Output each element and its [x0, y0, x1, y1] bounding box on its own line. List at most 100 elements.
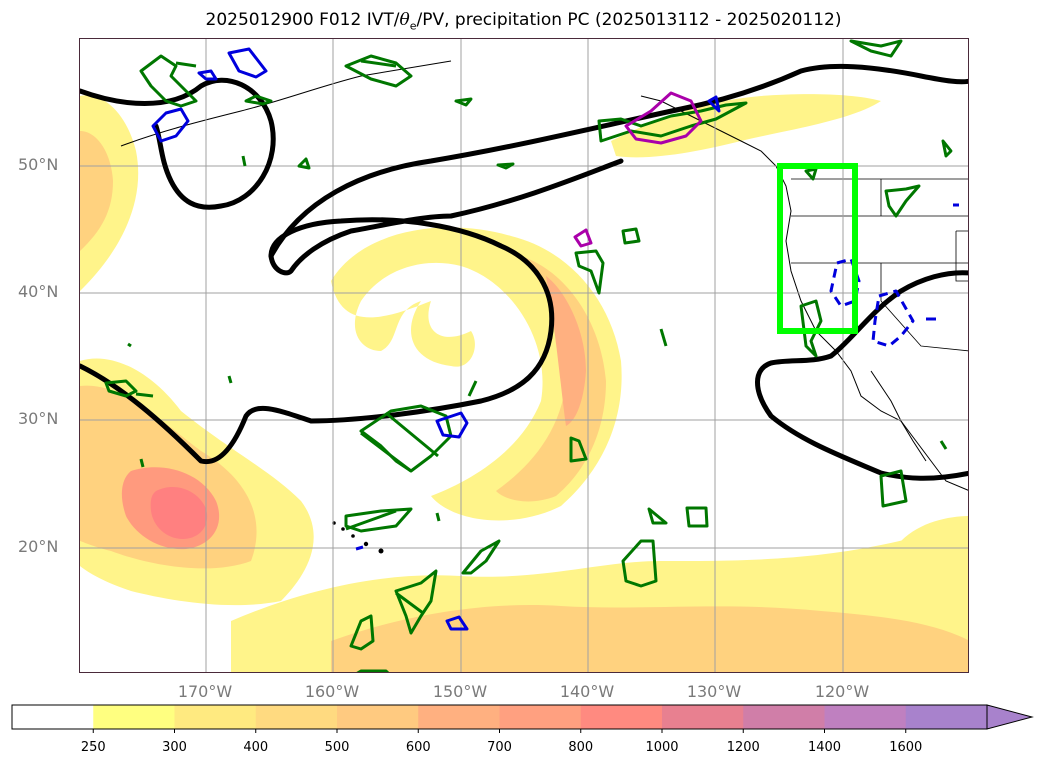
theta-e-contour [496, 162, 515, 170]
pv-contours [80, 63, 968, 481]
theta-e-positive-contours [104, 39, 953, 672]
lon-label-170w: 170°W [177, 682, 233, 701]
precip-pc-contour [573, 228, 593, 248]
colorbar-tick-label: 250 [80, 740, 106, 755]
colorbar-extend-arrow [986, 704, 1034, 730]
theta-e-contour [135, 392, 154, 398]
ivt-plume-southwest-max [150, 487, 208, 539]
coastline-alaska-chain [120, 60, 452, 147]
theta-e-neg-contour [435, 411, 469, 439]
pv-contour-north [80, 77, 276, 210]
theta-e-neg-contour [197, 69, 218, 81]
theta-e-contour [345, 509, 397, 531]
theta-e-neg-contour-dashed [829, 257, 861, 308]
state-borders [791, 178, 968, 352]
chart-title: 2025012900 F012 IVT/θe/PV, precipitation… [0, 10, 1047, 32]
colorbar-tick-label: 1400 [807, 740, 842, 755]
theta-e-neg-contour-dashed [871, 289, 915, 348]
theta-e-contour [574, 249, 605, 295]
colorbar-tick-label: 500 [324, 740, 350, 755]
colorbar-tick-label: 800 [568, 740, 594, 755]
title-theta: θ [399, 10, 410, 30]
colorbar-segment [337, 705, 419, 729]
colorbar-segment [93, 705, 175, 729]
theta-e-contour [356, 669, 390, 672]
ivt-plume-east [901, 516, 968, 563]
theta-e-contour [227, 375, 233, 384]
theta-e-contour [621, 539, 658, 588]
colorbar-segment [824, 705, 907, 729]
theta-e-neg-contour [227, 47, 268, 79]
lat-label-40n: 40°N [18, 282, 59, 301]
lon-label-140w: 140°W [559, 682, 615, 701]
theta-e-contour [139, 458, 145, 468]
colorbar-segments [12, 705, 988, 729]
theta-e-contour [941, 139, 953, 158]
map-canvas [80, 39, 968, 672]
theta-e-neg-contour [707, 95, 721, 113]
theta-e-contour [394, 569, 438, 635]
lat-label-20n: 20°N [18, 537, 59, 556]
colorbar-segment [12, 705, 94, 729]
title-theta-subscript: e [409, 19, 417, 33]
theta-e-contour [569, 436, 588, 463]
lon-label-150w: 150°W [432, 682, 488, 701]
map-frame [79, 38, 969, 673]
theta-e-neg-contour [445, 615, 469, 631]
theta-e-neg-contour [151, 107, 190, 143]
coastline-north-america [640, 95, 968, 491]
theta-e-negative-contours [151, 47, 959, 631]
theta-e-contour [175, 61, 197, 68]
theta-e-contour [297, 157, 311, 170]
theta-e-contour [804, 167, 818, 181]
colorbar-segment [905, 705, 988, 729]
theta-e-contour [467, 380, 478, 397]
precip-pc-contour [624, 91, 703, 145]
theta-e-contour [799, 299, 823, 358]
region-box [777, 163, 858, 334]
lon-label-130w: 130°W [686, 682, 742, 701]
pv-contour-northeast [268, 63, 968, 259]
colorbar-tick-label: 700 [487, 740, 512, 755]
colorbar-segment [499, 705, 582, 729]
theta-e-contour [939, 440, 948, 450]
theta-e-contour [621, 227, 641, 245]
gridlines [80, 39, 968, 672]
theta-e-contour [139, 54, 198, 108]
theta-e-contour [395, 591, 424, 615]
theta-e-contour [849, 39, 903, 58]
ivt-plume-west-mid [80, 131, 113, 251]
colorbar-tick-label: 400 [243, 740, 269, 755]
colorbar-segment [580, 705, 663, 729]
title-prefix: 2025012900 F012 IVT/ [205, 10, 400, 30]
theta-e-contour [685, 506, 709, 528]
theta-e-contour [647, 507, 668, 525]
colorbar-tick-label: 300 [162, 740, 187, 755]
ivt-plume-north [611, 94, 881, 158]
colorbar-tick-label: 1000 [645, 740, 679, 755]
theta-e-contour [360, 411, 439, 473]
theta-e-contour [879, 469, 908, 508]
ivt-spiral-core [546, 276, 586, 426]
colorbar-segment [418, 705, 500, 729]
theta-e-contour [454, 97, 473, 107]
theta-e-contour [659, 328, 668, 347]
colorbar-tick-label: 600 [405, 740, 431, 755]
theta-e-contour [344, 507, 413, 533]
colorbar [11, 704, 1034, 733]
theta-e-contour [244, 94, 273, 106]
theta-e-contour [127, 342, 132, 348]
lat-label-50n: 50°N [18, 155, 59, 174]
theta-e-contour [344, 54, 413, 88]
theta-e-contour [461, 539, 501, 575]
colorbar-tick-label: 1200 [726, 740, 760, 755]
theta-e-contour [241, 155, 247, 167]
theta-e-contour [349, 614, 375, 651]
theta-e-contour [884, 184, 921, 218]
colorbar-segment [743, 705, 825, 729]
theta-e-contour [360, 59, 397, 68]
theta-e-neg-contour [355, 545, 364, 551]
pv-contour-main [80, 158, 624, 465]
coastlines [120, 60, 968, 491]
colorbar-segment [662, 705, 744, 729]
